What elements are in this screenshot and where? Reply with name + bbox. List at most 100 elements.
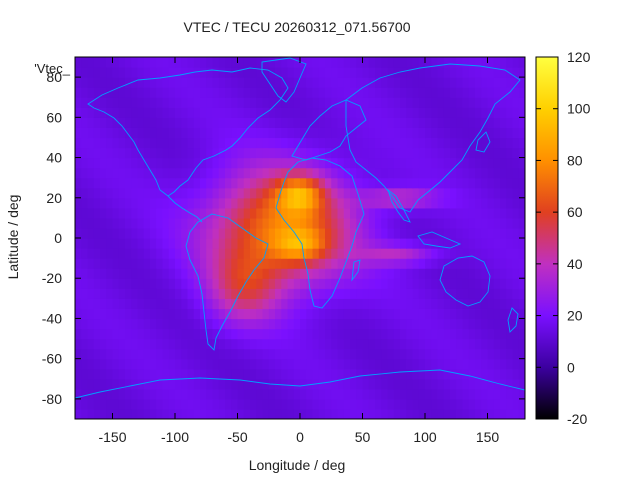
heatmap-cell	[468, 227, 476, 239]
heatmap-cell	[93, 318, 101, 330]
y-tick-label: 60	[46, 109, 62, 125]
heatmap-cell	[493, 137, 501, 149]
heatmap-cell	[118, 328, 126, 340]
heatmap-cell	[150, 87, 157, 98]
heatmap-cell	[337, 308, 345, 320]
heatmap-cell	[325, 288, 332, 299]
heatmap-cell	[406, 398, 414, 410]
heatmap-cell	[87, 77, 95, 88]
heatmap-cell	[137, 268, 145, 279]
heatmap-cell	[87, 258, 95, 269]
heatmap-cell	[243, 207, 251, 219]
heatmap-cell	[137, 298, 145, 309]
heatmap-cell	[131, 177, 139, 189]
heatmap-cell	[175, 348, 182, 360]
heatmap-cell	[318, 107, 326, 118]
heatmap-cell	[318, 57, 326, 68]
heatmap-cell	[500, 87, 507, 98]
heatmap-cell	[131, 147, 139, 159]
heatmap-cell	[450, 97, 457, 108]
heatmap-cell	[331, 328, 339, 340]
heatmap-cell	[487, 388, 495, 400]
heatmap-cell	[475, 67, 482, 78]
heatmap-cell	[318, 137, 326, 149]
heatmap-cell	[187, 227, 195, 239]
heatmap-cell	[206, 177, 214, 189]
heatmap-cell	[268, 227, 276, 239]
heatmap-cell	[293, 398, 301, 410]
heatmap-cell	[412, 157, 420, 169]
heatmap-cell	[187, 248, 195, 259]
heatmap-cell	[475, 117, 482, 128]
heatmap-cell	[193, 408, 201, 419]
heatmap-cell	[168, 227, 176, 239]
heatmap-cell	[475, 137, 482, 149]
heatmap-cell	[212, 147, 220, 159]
heatmap-cell	[362, 398, 370, 410]
heatmap-cell	[225, 67, 232, 78]
heatmap-cell	[200, 368, 207, 380]
heatmap-cell	[156, 207, 164, 219]
heatmap-cell	[462, 288, 470, 299]
heatmap-cell	[406, 328, 414, 340]
heatmap-cell	[368, 227, 376, 239]
heatmap-cell	[350, 398, 357, 410]
heatmap-cell	[275, 408, 282, 419]
heatmap-cell	[112, 187, 120, 199]
heatmap-cell	[187, 308, 195, 320]
heatmap-cell	[243, 157, 251, 169]
heatmap-cell	[125, 77, 132, 88]
heatmap-cell	[118, 207, 126, 219]
heatmap-cell	[256, 87, 264, 98]
heatmap-cell	[268, 328, 276, 340]
heatmap-cell	[456, 127, 464, 139]
heatmap-cell	[506, 117, 514, 128]
heatmap-cell	[412, 258, 420, 269]
heatmap-cell	[343, 97, 351, 108]
heatmap-cell	[275, 288, 282, 299]
heatmap-cell	[193, 117, 201, 128]
heatmap-cell	[106, 328, 114, 340]
heatmap-cell	[218, 77, 226, 88]
heatmap-cell	[218, 197, 226, 209]
heatmap-cell	[506, 97, 514, 108]
heatmap-cell	[387, 308, 395, 320]
heatmap-cell	[493, 268, 501, 279]
heatmap-cell	[181, 187, 189, 199]
heatmap-cell	[406, 248, 414, 259]
heatmap-cell	[112, 217, 120, 229]
heatmap-cell	[381, 288, 389, 299]
heatmap-cell	[281, 227, 289, 239]
heatmap-cell	[487, 67, 495, 78]
heatmap-cell	[156, 378, 164, 390]
heatmap-cell	[462, 177, 470, 189]
heatmap-cell	[75, 217, 82, 229]
heatmap-cell	[343, 298, 351, 309]
heatmap-cell	[512, 308, 520, 320]
heatmap-cell	[368, 67, 376, 78]
heatmap-cell	[268, 167, 276, 179]
colorbar-tick-label: 20	[567, 308, 583, 324]
heatmap-cell	[475, 368, 482, 380]
heatmap-cell	[500, 348, 507, 360]
heatmap-cell	[218, 137, 226, 149]
heatmap-cell	[306, 238, 314, 249]
heatmap-cell	[112, 147, 120, 159]
heatmap-cell	[500, 217, 507, 229]
heatmap-cell	[400, 187, 407, 199]
heatmap-cell	[193, 238, 201, 249]
heatmap-cell	[462, 268, 470, 279]
heatmap-cell	[481, 167, 489, 179]
heatmap-cell	[468, 87, 476, 98]
heatmap-cell	[362, 227, 370, 239]
heatmap-cell	[400, 328, 407, 340]
heatmap-cell	[81, 348, 89, 360]
heatmap-cell	[175, 227, 182, 239]
heatmap-cell	[462, 398, 470, 410]
heatmap-cell	[312, 318, 320, 330]
heatmap-cell	[131, 87, 139, 98]
heatmap-cell	[518, 338, 525, 350]
heatmap-cell	[100, 348, 107, 360]
heatmap-cell	[462, 248, 470, 259]
heatmap-cell	[481, 408, 489, 419]
